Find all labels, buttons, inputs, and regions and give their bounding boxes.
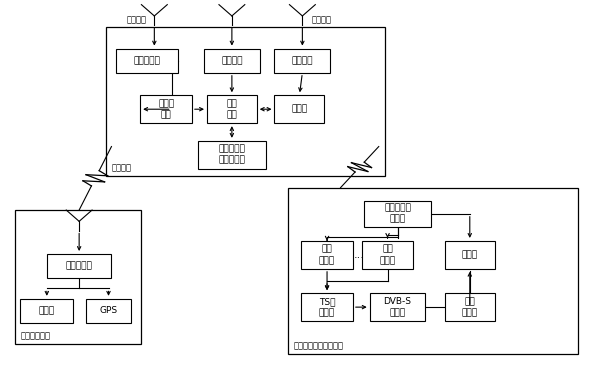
Bar: [207, 95, 257, 123]
Bar: [204, 49, 260, 73]
Text: 语音
发射机: 语音 发射机: [462, 297, 478, 317]
Text: 气球光纤射
频转发模块: 气球光纤射 频转发模块: [218, 145, 246, 165]
Bar: [369, 293, 425, 321]
Bar: [47, 254, 111, 278]
Text: 前段信息采集: 前段信息采集: [20, 332, 50, 341]
Text: 语音功放: 语音功放: [221, 56, 243, 65]
Text: 锂电池
模块: 锂电池 模块: [158, 99, 174, 119]
Text: 合路器: 合路器: [462, 251, 478, 259]
Bar: [362, 241, 413, 269]
Bar: [116, 49, 177, 73]
Text: 光纤射频转
发模块: 光纤射频转 发模块: [384, 204, 411, 224]
Bar: [301, 293, 353, 321]
Text: ...: ...: [353, 250, 364, 260]
Bar: [364, 201, 431, 227]
Text: 双工器: 双工器: [291, 105, 308, 114]
Bar: [445, 293, 495, 321]
Bar: [198, 141, 266, 169]
Text: 图像
接收机: 图像 接收机: [380, 245, 396, 265]
Bar: [445, 241, 495, 269]
Text: GPS: GPS: [100, 306, 117, 315]
Bar: [20, 299, 74, 323]
Text: 车载系留气球通信平台: 车载系留气球通信平台: [294, 341, 343, 350]
Text: 接收天线: 接收天线: [127, 16, 146, 24]
Bar: [301, 241, 353, 269]
Text: 图像
接收机: 图像 接收机: [319, 245, 335, 265]
Bar: [140, 95, 192, 123]
Text: 背负发射机: 背负发射机: [66, 262, 93, 271]
Text: 控制
模块: 控制 模块: [227, 99, 237, 119]
Bar: [275, 95, 324, 123]
Text: TS流
复用器: TS流 复用器: [319, 297, 335, 317]
Text: 转发功放: 转发功放: [292, 56, 313, 65]
Text: 滤波放大器: 滤波放大器: [133, 56, 160, 65]
Text: 功放天线: 功放天线: [311, 16, 331, 24]
Bar: [14, 210, 141, 345]
Text: 摄像机: 摄像机: [39, 306, 55, 315]
Bar: [106, 27, 385, 177]
Bar: [275, 49, 330, 73]
Text: DVB-S
调制器: DVB-S 调制器: [384, 297, 412, 317]
Text: 系留气球: 系留气球: [111, 164, 132, 173]
Bar: [87, 299, 130, 323]
Bar: [288, 188, 579, 354]
